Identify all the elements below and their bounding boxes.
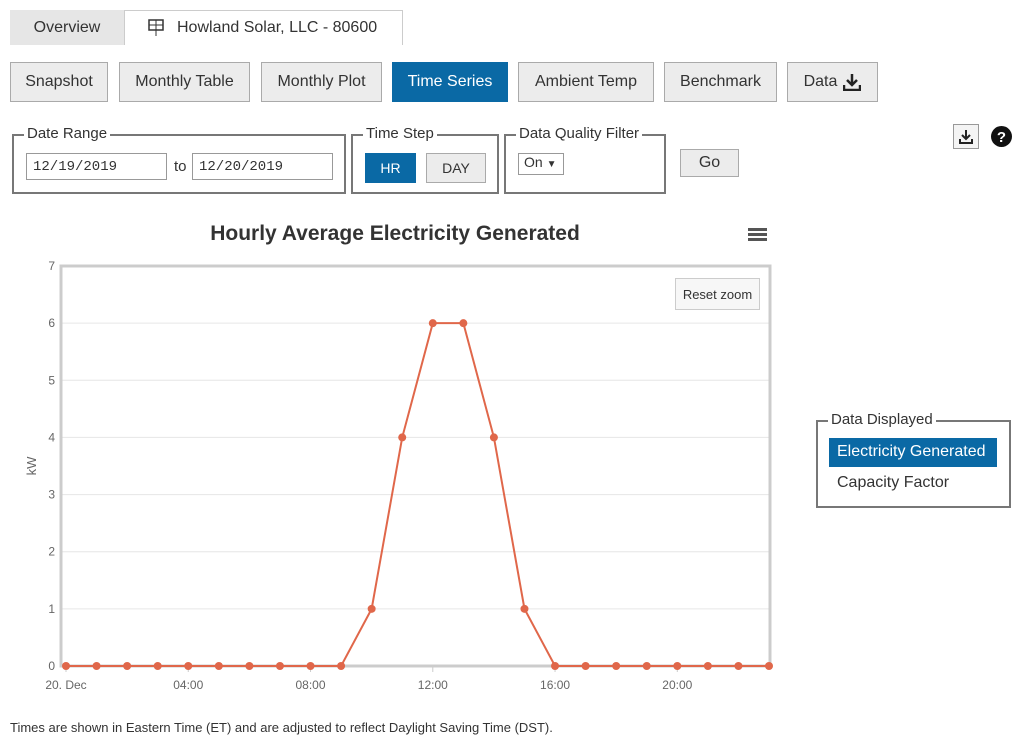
y-axis-label: kW xyxy=(24,456,39,476)
data-point xyxy=(153,662,162,670)
data-point xyxy=(428,319,437,328)
y-tick-label: 0 xyxy=(48,659,55,673)
data-point xyxy=(765,662,773,670)
data-point xyxy=(123,662,132,670)
x-tick-label: 12:00 xyxy=(418,678,448,692)
y-tick-label: 6 xyxy=(48,316,55,330)
x-tick-label: 04:00 xyxy=(173,678,203,692)
y-tick-label: 4 xyxy=(48,430,55,444)
y-tick-label: 1 xyxy=(48,602,55,616)
data-point xyxy=(489,433,498,442)
nav-button[interactable]: Monthly Table xyxy=(119,62,250,102)
data-point xyxy=(673,662,682,670)
date-input[interactable]: 12/19/2019 xyxy=(26,153,167,180)
button-label: Data xyxy=(803,73,838,90)
step-button[interactable]: DAY xyxy=(426,153,486,183)
data-point xyxy=(275,662,284,670)
fieldset-label: Date Range xyxy=(24,125,111,142)
data-point xyxy=(612,662,621,670)
data-point xyxy=(520,604,529,613)
nav-button[interactable]: Monthly Plot xyxy=(261,62,382,102)
select-value: On xyxy=(524,154,543,170)
y-tick-label: 5 xyxy=(48,373,55,387)
chart-title: Hourly Average Electricity Generated xyxy=(210,222,580,245)
fieldset-label: Data Quality Filter xyxy=(516,125,643,142)
reset-zoom[interactable]: Reset zoom xyxy=(675,278,760,310)
x-tick-label: 20. Dec xyxy=(45,678,86,692)
x-tick-label: 16:00 xyxy=(540,678,570,692)
data-point xyxy=(398,433,407,442)
data-point xyxy=(92,662,101,670)
data-point xyxy=(367,604,376,613)
data-point xyxy=(642,662,651,670)
plot-frame xyxy=(59,264,772,668)
data-point xyxy=(214,662,223,670)
data-point xyxy=(734,662,743,670)
series-line xyxy=(66,322,769,667)
quality-filter: Data Quality Filter On ▼ xyxy=(504,125,666,194)
nav-button[interactable]: Data xyxy=(787,62,878,102)
data-point xyxy=(184,662,193,670)
chart: Hourly Average Electricity Generated kW … xyxy=(24,222,773,692)
data-displayed: Data Displayed Electricity Generated Cap… xyxy=(816,411,1011,508)
option-selected[interactable]: Electricity Generated xyxy=(829,438,997,467)
x-tick-label: 20:00 xyxy=(662,678,692,692)
data-point xyxy=(306,662,315,670)
select[interactable]: On ▼ xyxy=(518,153,564,175)
separator: to xyxy=(174,158,187,175)
y-tick-label: 7 xyxy=(48,259,55,273)
download-icon xyxy=(959,130,973,144)
go-button[interactable]: Go xyxy=(680,149,739,177)
data-point xyxy=(581,662,590,670)
nav-button[interactable]: Ambient Temp xyxy=(518,62,654,102)
tab-active[interactable]: Howland Solar, LLC - 80600 xyxy=(124,10,403,45)
fieldset-label: Time Step xyxy=(363,125,437,142)
x-tick-label: 08:00 xyxy=(296,678,326,692)
time-step: Time Step HR DAY xyxy=(351,125,499,194)
nav-button[interactable]: Benchmark xyxy=(664,62,777,102)
date-range: Date Range 12/19/2019 to 12/20/2019 xyxy=(12,125,346,194)
data-point xyxy=(62,662,70,670)
help-icon[interactable]: ? xyxy=(990,125,1013,148)
step-button-active[interactable]: HR xyxy=(365,153,416,183)
data-point xyxy=(459,319,468,328)
footnote: Times are shown in Eastern Time (ET) and… xyxy=(10,720,553,735)
download-button[interactable] xyxy=(953,124,979,149)
data-point xyxy=(337,662,346,670)
nav-button-active[interactable]: Time Series xyxy=(392,62,508,102)
data-point xyxy=(703,662,712,670)
nav-button[interactable]: Snapshot xyxy=(10,62,108,102)
fieldset-label: Data Displayed xyxy=(828,411,936,428)
tab-label: Howland Solar, LLC - 80600 xyxy=(177,19,378,36)
download-icon xyxy=(843,74,862,91)
date-input[interactable]: 12/20/2019 xyxy=(192,153,333,180)
y-tick-label: 3 xyxy=(48,488,55,502)
svg-text:?: ? xyxy=(997,129,1006,146)
tab[interactable]: Overview xyxy=(10,10,124,45)
option[interactable]: Capacity Factor xyxy=(837,474,950,491)
data-point xyxy=(551,662,560,670)
solar-icon xyxy=(148,19,164,36)
menu-icon[interactable] xyxy=(748,228,767,241)
y-tick-label: 2 xyxy=(48,545,55,559)
data-point xyxy=(245,662,254,670)
